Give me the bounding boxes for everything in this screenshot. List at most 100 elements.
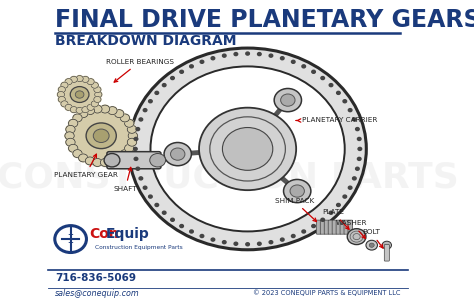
Circle shape	[120, 150, 129, 157]
Circle shape	[211, 57, 215, 60]
Circle shape	[134, 138, 138, 141]
Circle shape	[91, 82, 98, 88]
Circle shape	[108, 107, 117, 115]
Circle shape	[347, 229, 366, 245]
Text: +: +	[68, 240, 73, 246]
Circle shape	[337, 91, 340, 94]
Circle shape	[171, 218, 174, 221]
Circle shape	[269, 54, 273, 57]
Circle shape	[82, 107, 89, 113]
Circle shape	[70, 87, 89, 103]
Circle shape	[73, 114, 82, 122]
Circle shape	[234, 242, 237, 245]
FancyBboxPatch shape	[332, 220, 337, 234]
Circle shape	[115, 110, 124, 118]
Circle shape	[76, 107, 83, 114]
Circle shape	[257, 242, 261, 245]
Circle shape	[200, 235, 204, 238]
Circle shape	[108, 157, 117, 165]
Circle shape	[128, 132, 137, 140]
Circle shape	[58, 96, 65, 103]
FancyBboxPatch shape	[384, 245, 389, 261]
Text: CONSTRUCTION PARTS: CONSTRUCTION PARTS	[0, 161, 459, 195]
Circle shape	[348, 109, 352, 112]
Circle shape	[281, 57, 284, 60]
Circle shape	[312, 70, 315, 73]
Circle shape	[274, 88, 301, 112]
Circle shape	[70, 107, 77, 113]
Circle shape	[171, 76, 174, 80]
Circle shape	[127, 125, 137, 133]
Text: © 2023 CONEQUIP PARTS & EQUIPMENT LLC: © 2023 CONEQUIP PARTS & EQUIPMENT LLC	[253, 289, 401, 296]
Circle shape	[269, 241, 273, 244]
Circle shape	[150, 154, 165, 167]
Circle shape	[290, 185, 304, 197]
Circle shape	[222, 127, 273, 170]
Circle shape	[115, 154, 124, 162]
Circle shape	[125, 144, 134, 152]
Circle shape	[337, 204, 340, 207]
Text: Con: Con	[90, 227, 119, 241]
Text: SHIM PACK: SHIM PACK	[275, 198, 317, 222]
FancyBboxPatch shape	[107, 152, 161, 169]
Circle shape	[85, 107, 95, 115]
Circle shape	[87, 79, 94, 85]
Circle shape	[91, 101, 98, 107]
Circle shape	[100, 158, 109, 166]
Circle shape	[68, 119, 78, 127]
Circle shape	[100, 105, 109, 113]
Circle shape	[68, 144, 78, 152]
Text: +: +	[68, 236, 73, 242]
Circle shape	[348, 186, 352, 189]
Circle shape	[357, 157, 361, 161]
Circle shape	[292, 60, 295, 63]
Circle shape	[211, 238, 215, 241]
Circle shape	[149, 100, 152, 103]
Circle shape	[65, 132, 74, 140]
Circle shape	[283, 180, 311, 203]
Circle shape	[163, 84, 166, 87]
Circle shape	[155, 91, 159, 94]
Circle shape	[139, 118, 143, 121]
Circle shape	[65, 79, 72, 85]
Circle shape	[104, 154, 120, 167]
Circle shape	[292, 235, 295, 238]
Circle shape	[134, 147, 137, 150]
Circle shape	[281, 94, 295, 106]
Circle shape	[93, 105, 102, 113]
Circle shape	[61, 79, 98, 111]
Circle shape	[136, 128, 140, 130]
Circle shape	[329, 84, 333, 87]
Circle shape	[79, 110, 88, 118]
Circle shape	[143, 186, 147, 189]
Text: +: +	[68, 232, 73, 238]
Circle shape	[353, 177, 356, 180]
Circle shape	[302, 230, 306, 233]
Circle shape	[164, 142, 191, 166]
Circle shape	[82, 76, 89, 83]
FancyBboxPatch shape	[344, 220, 349, 234]
Text: BREAKDOWN DIAGRAM: BREAKDOWN DIAGRAM	[55, 34, 237, 48]
Circle shape	[134, 157, 138, 161]
Circle shape	[302, 65, 306, 68]
Text: FINAL DRIVE PLANETARY GEARS: FINAL DRIVE PLANETARY GEARS	[55, 8, 474, 32]
Circle shape	[76, 76, 83, 82]
Circle shape	[143, 109, 147, 112]
Text: Construction Equipment Parts: Construction Equipment Parts	[95, 245, 182, 250]
Circle shape	[86, 123, 116, 149]
FancyBboxPatch shape	[320, 220, 325, 234]
Circle shape	[180, 224, 183, 227]
FancyBboxPatch shape	[340, 220, 345, 234]
Circle shape	[321, 76, 325, 80]
Circle shape	[87, 104, 94, 111]
Circle shape	[321, 218, 325, 221]
Circle shape	[65, 104, 72, 111]
Circle shape	[357, 138, 361, 141]
Circle shape	[139, 177, 143, 180]
Circle shape	[234, 52, 237, 56]
Text: PLANETARY GEAR: PLANETARY GEAR	[54, 154, 118, 178]
Circle shape	[94, 96, 101, 103]
Text: sales@conequip.com: sales@conequip.com	[55, 289, 140, 298]
Circle shape	[246, 52, 249, 55]
Text: BOLT: BOLT	[362, 229, 383, 248]
